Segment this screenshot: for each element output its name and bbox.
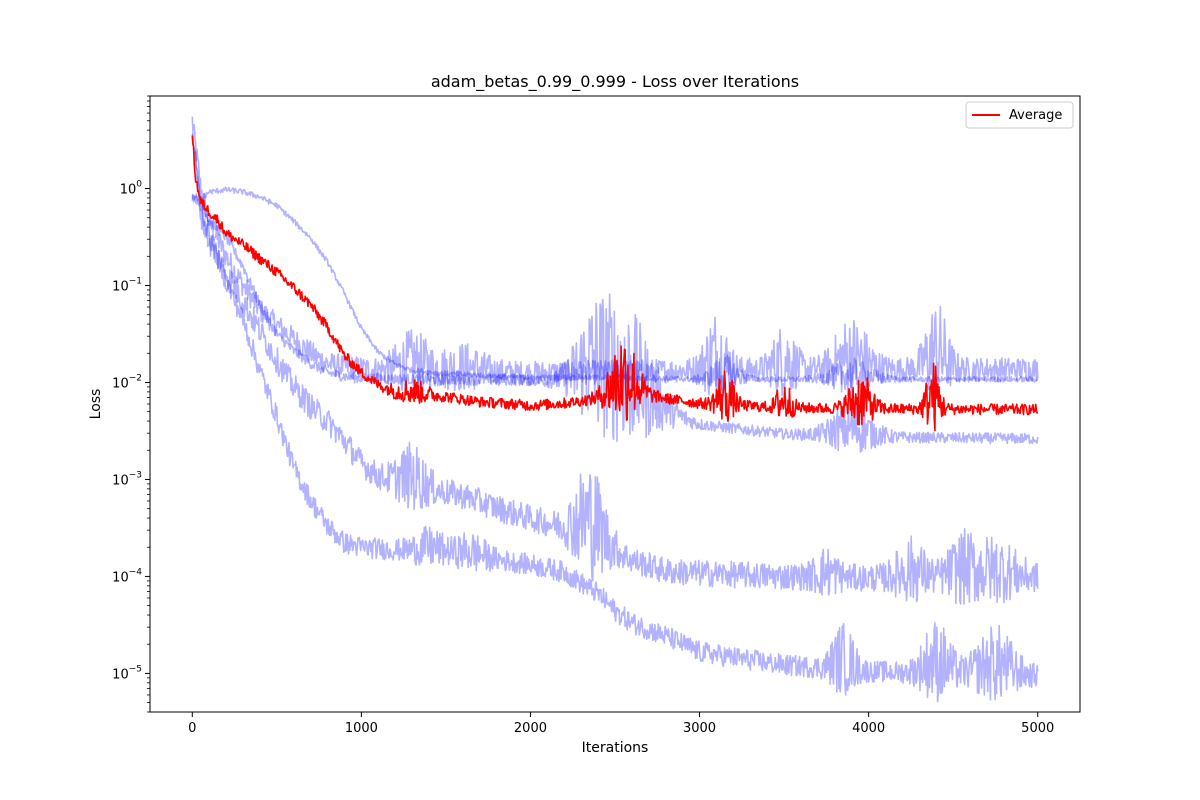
- x-tick-label: 3000: [683, 721, 716, 736]
- y-tick-base: 10: [112, 280, 129, 295]
- y-tick-exponent: −4: [129, 567, 143, 577]
- x-tick-label: 2000: [514, 721, 547, 736]
- y-tick-exponent: −5: [129, 664, 142, 674]
- y-tick-exponent: −1: [129, 277, 142, 287]
- y-tick-label: 10−5: [112, 664, 142, 682]
- y-tick-label: 10−4: [112, 567, 142, 585]
- y-tick-label: 10−2: [112, 373, 142, 391]
- x-axis: 0 1000 2000 3000 4000 5000: [188, 712, 1054, 736]
- x-tick-label: 4000: [852, 721, 885, 736]
- y-axis-label: Loss: [88, 389, 104, 420]
- y-tick-base: 10: [112, 473, 129, 488]
- y-tick-exponent: 0: [136, 180, 142, 190]
- run-line: [191, 133, 1039, 605]
- y-tick-base: 10: [112, 570, 129, 585]
- y-tick-label: 100: [120, 180, 143, 198]
- y-tick-base: 10: [112, 376, 129, 391]
- average-line: [191, 135, 1039, 432]
- legend: Average: [965, 101, 1074, 129]
- y-tick-base: 10: [120, 183, 137, 198]
- x-tick-label: 5000: [1021, 721, 1054, 736]
- x-tick-label: 1000: [345, 721, 378, 736]
- y-tick-exponent: −3: [129, 470, 142, 480]
- y-tick-exponent: −2: [129, 373, 142, 383]
- chart-title: adam_betas_0.99_0.999 - Loss over Iterat…: [431, 72, 799, 92]
- run-line: [191, 131, 1039, 703]
- y-tick-base: 10: [112, 667, 129, 682]
- x-tick-label: 0: [188, 721, 196, 736]
- y-tick-label: 10−3: [112, 470, 142, 488]
- x-axis-label: Iterations: [582, 740, 649, 756]
- legend-label: Average: [1009, 108, 1062, 123]
- legend-box: [965, 101, 1074, 129]
- y-tick-label: 10−1: [112, 277, 142, 295]
- series-layer: [191, 116, 1039, 703]
